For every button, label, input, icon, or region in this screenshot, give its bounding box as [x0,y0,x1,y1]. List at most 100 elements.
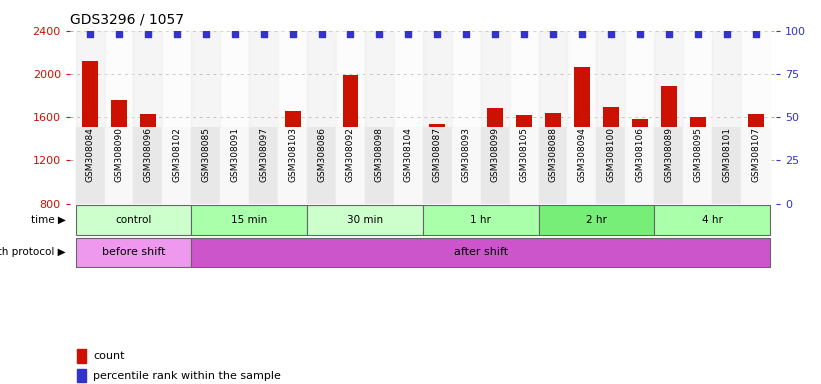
Point [257,31,270,37]
Bar [654,31,683,204]
Bar [140,114,156,290]
Text: GSM308091: GSM308091 [230,127,239,182]
Point [633,31,646,37]
Bar [539,31,567,204]
Bar [452,31,480,204]
Bar [596,31,626,204]
Text: GSM308100: GSM308100 [607,127,616,182]
Point [84,31,97,37]
Point [691,31,704,37]
Bar [76,31,104,204]
Text: GSM308084: GSM308084 [85,127,94,182]
Bar [718,151,735,290]
Bar [111,100,127,290]
Bar [510,31,539,204]
Bar [220,127,250,204]
Text: 2 hr: 2 hr [586,215,607,225]
Bar [487,108,503,290]
Text: GSM308085: GSM308085 [201,127,210,182]
Bar [683,127,712,204]
Text: GSM308105: GSM308105 [520,127,529,182]
Bar [603,108,619,290]
Bar [574,68,590,290]
Bar [77,369,86,382]
Text: GSM308087: GSM308087 [433,127,442,182]
Text: time ▶: time ▶ [31,215,66,225]
Bar [516,115,532,290]
Bar [401,168,416,290]
Bar [278,31,307,204]
Bar [76,127,104,204]
Bar [626,127,654,204]
Text: control: control [115,215,152,225]
Bar [77,349,86,363]
Text: GDS3296 / 1057: GDS3296 / 1057 [70,13,184,27]
Bar [76,205,191,235]
Bar [134,127,163,204]
Bar [712,31,741,204]
Point [315,31,328,37]
Point [141,31,154,37]
Text: after shift: after shift [454,247,507,258]
Text: 1 hr: 1 hr [470,215,491,225]
Bar [371,152,388,290]
Bar [169,151,185,290]
Bar [82,61,98,290]
Text: GSM308092: GSM308092 [346,127,355,182]
Bar [661,86,677,290]
Bar [690,117,706,290]
Bar [220,31,250,204]
Text: GSM308095: GSM308095 [693,127,702,182]
Point [200,31,213,37]
Bar [741,127,770,204]
Bar [336,31,365,204]
Bar [539,127,567,204]
Text: GSM308094: GSM308094 [577,127,586,182]
Point [517,31,530,37]
Text: GSM308096: GSM308096 [144,127,153,182]
Point [286,31,299,37]
Point [749,31,762,37]
Bar [255,159,272,290]
Bar [307,127,336,204]
Text: GSM308107: GSM308107 [751,127,760,182]
Bar [314,152,329,290]
Bar [480,31,510,204]
Bar [307,205,423,235]
Text: GSM308106: GSM308106 [635,127,644,182]
Text: GSM308104: GSM308104 [404,127,413,182]
Text: growth protocol ▶: growth protocol ▶ [0,247,66,258]
Bar [342,75,359,290]
Text: GSM308103: GSM308103 [288,127,297,182]
Point [401,31,415,37]
Bar [394,127,423,204]
Text: count: count [93,351,125,361]
Bar [365,31,394,204]
Bar [539,205,654,235]
Bar [198,145,213,290]
Text: before shift: before shift [102,247,165,258]
Bar [712,127,741,204]
Point [576,31,589,37]
Bar [567,31,596,204]
Bar [567,127,596,204]
Text: GSM308099: GSM308099 [491,127,500,182]
Point [373,31,386,37]
Bar [191,31,220,204]
Bar [626,31,654,204]
Bar [423,31,452,204]
Text: 30 min: 30 min [347,215,383,225]
Bar [134,31,163,204]
Bar [545,113,561,290]
Text: 15 min: 15 min [231,215,268,225]
Bar [429,124,445,290]
Bar [365,127,394,204]
Point [663,31,676,37]
Text: GSM308086: GSM308086 [317,127,326,182]
Bar [163,127,191,204]
Text: GSM308093: GSM308093 [461,127,470,182]
Text: GSM308088: GSM308088 [548,127,557,182]
Bar [596,127,626,204]
Text: 4 hr: 4 hr [702,215,722,225]
Point [228,31,241,37]
